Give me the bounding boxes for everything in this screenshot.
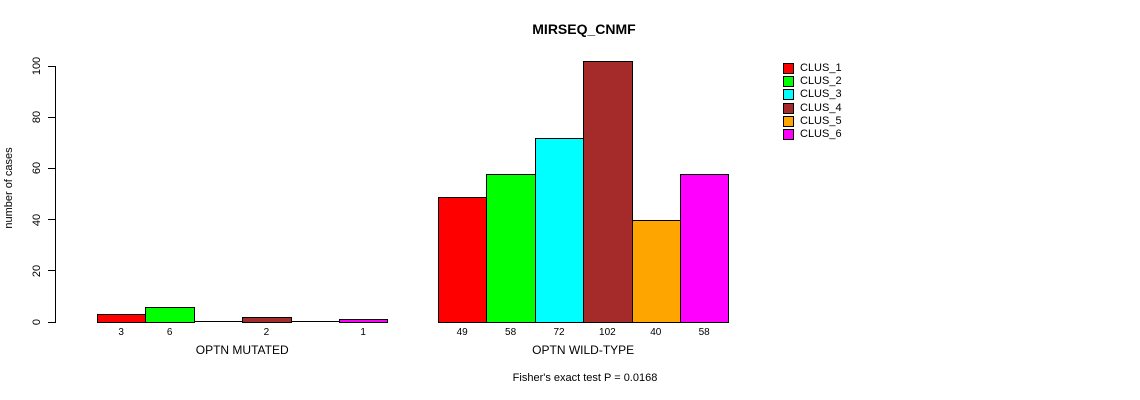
legend-item-clus-3: CLUS_3 xyxy=(783,88,842,101)
bar-value-label: 102 xyxy=(599,327,616,338)
bar-value-label: 72 xyxy=(553,327,565,338)
bar-clus-2-optn-mutated xyxy=(145,307,195,323)
legend-item-clus-1: CLUS_1 xyxy=(783,62,842,75)
bar-value-label: 58 xyxy=(698,327,710,338)
annotation-text: Fisher's exact test P = 0.0168 xyxy=(512,372,658,384)
y-axis-tick-label: 20 xyxy=(31,264,43,277)
legend-item-clus-5: CLUS_5 xyxy=(783,115,842,128)
legend: CLUS_1 CLUS_2 CLUS_3 CLUS_4 CLUS_5 CLUS_6 xyxy=(783,62,842,141)
bar-value-label: 2 xyxy=(263,327,270,338)
legend-swatch-icon xyxy=(783,76,794,88)
legend-label: CLUS_4 xyxy=(800,101,842,114)
bar-clus-6-optn-wild-type xyxy=(680,174,730,323)
y-axis-line xyxy=(55,66,56,323)
bar-clus-3-optn-wild-type xyxy=(534,138,585,323)
bar-value-label: 58 xyxy=(505,327,517,338)
y-axis-tick xyxy=(48,116,55,118)
bar-value-label: 1 xyxy=(360,327,366,338)
legend-swatch-icon xyxy=(783,89,794,101)
y-axis-tick xyxy=(48,219,55,221)
legend-item-clus-4: CLUS_4 xyxy=(783,102,842,115)
y-axis-tick-label: 80 xyxy=(31,111,43,124)
bar-value-label: 40 xyxy=(650,327,662,338)
bar-value-label: 3 xyxy=(118,327,124,338)
y-axis-tick xyxy=(48,65,55,67)
bar-clus-4-optn-wild-type xyxy=(583,61,633,323)
y-axis-tick-label: 60 xyxy=(31,162,43,175)
y-axis-tick xyxy=(48,270,55,272)
bar-clus-5-optn-wild-type xyxy=(631,220,681,323)
x-group-label-optn-mutated: OPTN MUTATED xyxy=(195,343,289,357)
y-axis-tick-label: 0 xyxy=(31,318,43,326)
x-group-label-optn-wild-type: OPTN WILD-TYPE xyxy=(532,343,635,357)
legend-label: CLUS_1 xyxy=(800,62,842,75)
bar-value-label: 49 xyxy=(456,327,468,338)
y-axis-tick-label: 100 xyxy=(31,56,43,76)
y-axis-tick-label: 40 xyxy=(31,213,43,226)
legend-item-clus-6: CLUS_6 xyxy=(783,128,842,141)
bar-clus-5-optn-mutated xyxy=(290,321,340,322)
bar-clus-4-optn-mutated xyxy=(242,317,292,323)
chart-title: MIRSEQ_CNMF xyxy=(532,21,636,37)
legend-label: CLUS_3 xyxy=(800,88,842,101)
legend-swatch-icon xyxy=(783,63,794,75)
legend-swatch-icon xyxy=(783,129,794,141)
bar-clus-1-optn-mutated xyxy=(97,314,147,323)
legend-label: CLUS_5 xyxy=(800,114,842,127)
y-axis-tick xyxy=(48,167,55,169)
bar-clus-1-optn-wild-type xyxy=(438,197,488,323)
bar-value-label: 6 xyxy=(166,327,173,338)
bar-clus-2-optn-wild-type xyxy=(486,174,536,323)
legend-item-clus-2: CLUS_2 xyxy=(783,75,842,88)
legend-label: CLUS_6 xyxy=(800,128,842,141)
legend-swatch-icon xyxy=(783,102,794,114)
legend-label: CLUS_2 xyxy=(800,75,842,88)
bar-clus-3-optn-mutated xyxy=(193,321,244,322)
y-axis-tick xyxy=(48,321,55,323)
bar-clus-6-optn-mutated xyxy=(339,319,389,323)
legend-swatch-icon xyxy=(783,115,794,127)
